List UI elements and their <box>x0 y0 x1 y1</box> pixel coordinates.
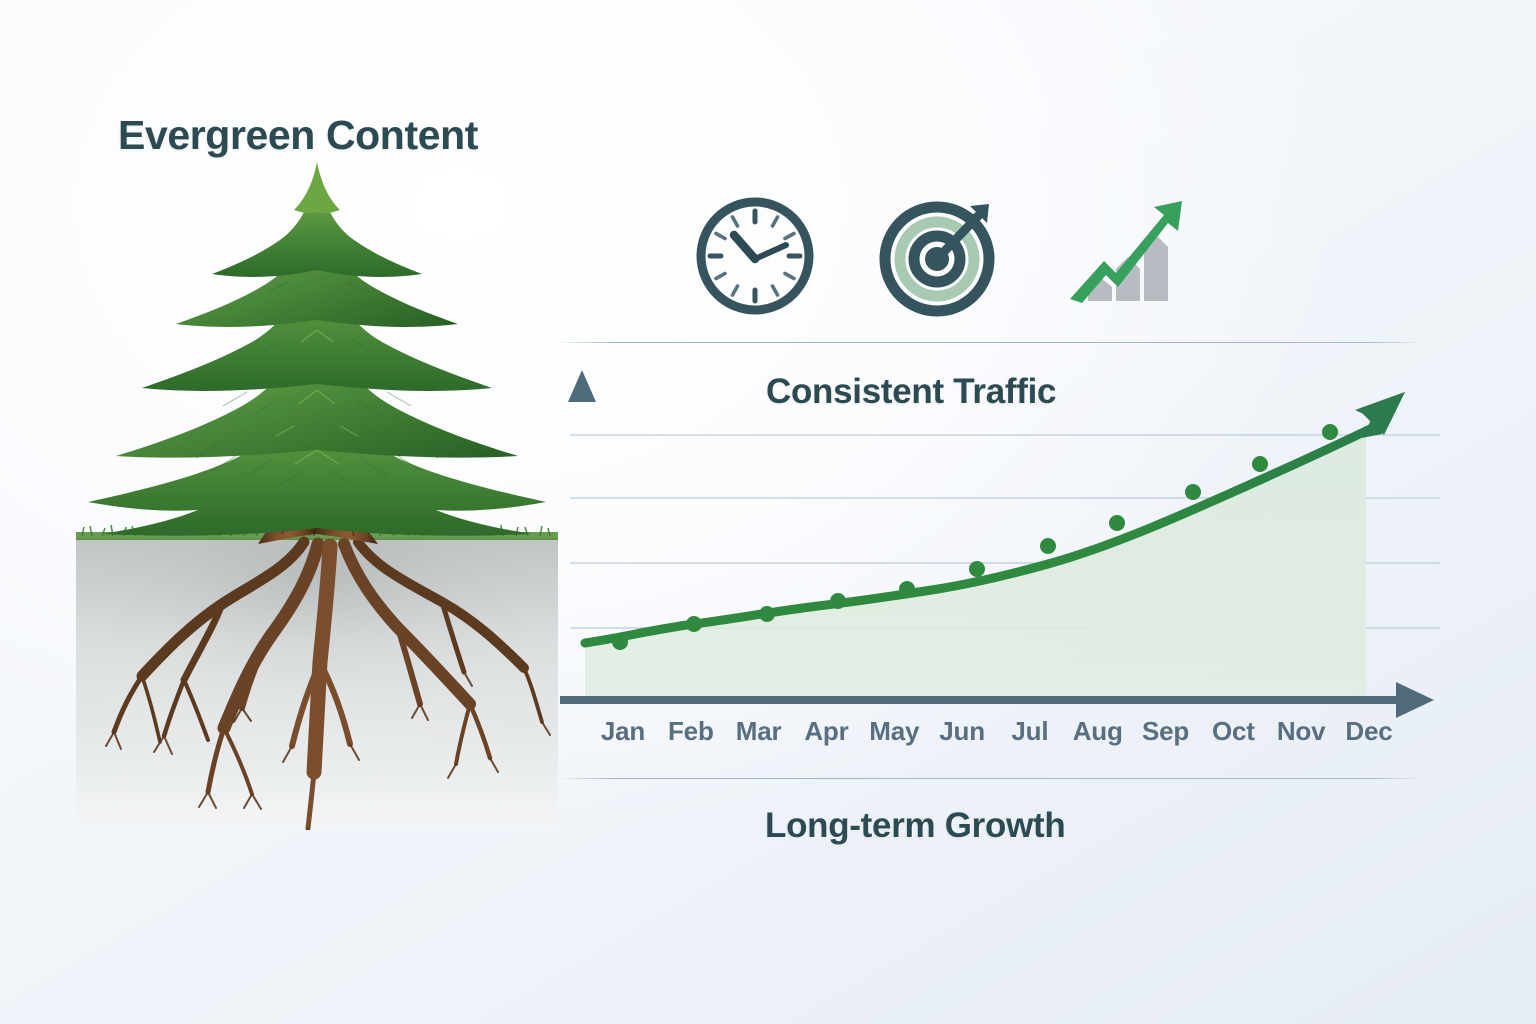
chart-data-points <box>612 424 1338 650</box>
month-label-jan: Jan <box>600 716 646 746</box>
month-label-sep: Sep <box>1141 716 1190 746</box>
target-icon <box>875 191 1005 321</box>
tree-foliage <box>88 162 546 536</box>
page-title: Evergreen Content <box>118 112 478 158</box>
month-label-dec: Dec <box>1345 716 1393 746</box>
feature-icon-row <box>690 186 1190 326</box>
month-label-oct: Oct <box>1211 716 1255 746</box>
chart-trend-line <box>580 423 1377 648</box>
growth-chart-icon <box>1060 191 1190 321</box>
separator-line-top <box>562 342 1417 343</box>
clock-icon <box>690 191 820 321</box>
chart-caption-long-term-growth: Long-term Growth <box>765 806 1066 845</box>
month-label-jun: Jun <box>939 716 985 746</box>
month-label-nov: Nov <box>1276 716 1326 746</box>
tree-roots <box>105 536 551 830</box>
chart-x-axis <box>560 682 1434 718</box>
traffic-line-chart <box>560 352 1450 752</box>
month-label-mar: Mar <box>735 716 782 746</box>
evergreen-tree-illustration <box>72 160 562 830</box>
chart-title-consistent-traffic: Consistent Traffic <box>766 372 1057 411</box>
month-label-may: May <box>869 716 920 746</box>
chart-area-fill <box>585 434 1366 700</box>
separator-line-bottom <box>562 778 1417 779</box>
month-axis-labels: Jan Feb Mar Apr May Jun Jul Aug Sep Oct … <box>592 716 1400 756</box>
chart-y-axis <box>568 370 596 744</box>
trend-arrowhead-fill <box>1358 392 1405 435</box>
month-label-feb: Feb <box>668 716 714 746</box>
month-label-apr: Apr <box>804 716 849 746</box>
month-label-jul: Jul <box>1011 716 1049 746</box>
month-label-aug: Aug <box>1072 716 1123 746</box>
